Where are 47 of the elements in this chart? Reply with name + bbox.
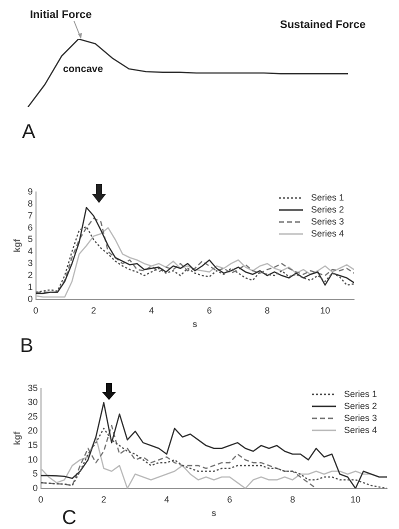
legend-label: Series 1 — [344, 388, 378, 399]
text: Initial Force — [30, 9, 92, 21]
text: B — [20, 335, 34, 357]
x-tick-label: 10 — [320, 305, 330, 316]
y-tick-label: 9 — [28, 186, 33, 196]
y-tick-label: 25 — [28, 411, 38, 422]
y-axis-title: kgf — [12, 430, 22, 446]
y-tick-label: 3 — [28, 258, 33, 268]
x-tick-label: 2 — [91, 305, 96, 316]
text: C — [62, 507, 76, 529]
legend-label: Series 2 — [311, 204, 344, 214]
y-tick-label: 0 — [32, 482, 38, 493]
y-tick-label: 15 — [28, 440, 38, 450]
y-tick-label: 6 — [28, 222, 33, 232]
x-tick-label: 8 — [264, 305, 270, 316]
x-tick-label: 4 — [149, 305, 154, 316]
x-tick-label: 6 — [206, 305, 212, 316]
x-tick-label: 2 — [101, 494, 106, 504]
legend-label: Series 1 — [311, 192, 344, 202]
x-tick-label: 6 — [227, 494, 232, 504]
y-tick-label: 1 — [28, 282, 33, 292]
y-tick-label: 10 — [28, 454, 38, 464]
y-axis-title: kgf — [12, 238, 22, 252]
x-axis-title: s — [192, 319, 198, 330]
y-tick-label: 7 — [28, 210, 33, 220]
line-series — [40, 424, 317, 488]
legend-label: Series 2 — [344, 400, 378, 411]
legend-label: Series 3 — [344, 412, 378, 423]
y-tick-label: 0 — [28, 294, 33, 304]
y-tick-label: 8 — [28, 198, 33, 208]
y-tick-label: 35 — [28, 382, 38, 393]
y-tick-label: 5 — [32, 468, 38, 479]
legend-label: Series 3 — [311, 216, 344, 226]
y-tick-label: 4 — [28, 246, 33, 256]
annotation: concave — [63, 64, 104, 75]
x-tick-label: 8 — [290, 494, 296, 504]
text: Sustained Force — [280, 19, 366, 31]
x-tick-label: 4 — [164, 494, 170, 504]
legend-label: Series 4 — [344, 424, 378, 435]
legend-label: Series 4 — [311, 228, 344, 238]
y-tick-label: 30 — [28, 397, 38, 408]
x-axis-title: s — [211, 508, 216, 518]
y-tick-label: 5 — [28, 234, 33, 244]
y-tick-label: 20 — [28, 426, 38, 436]
text: A — [22, 121, 36, 143]
x-tick-label: 10 — [350, 494, 361, 504]
y-tick-label: 2 — [28, 270, 33, 280]
